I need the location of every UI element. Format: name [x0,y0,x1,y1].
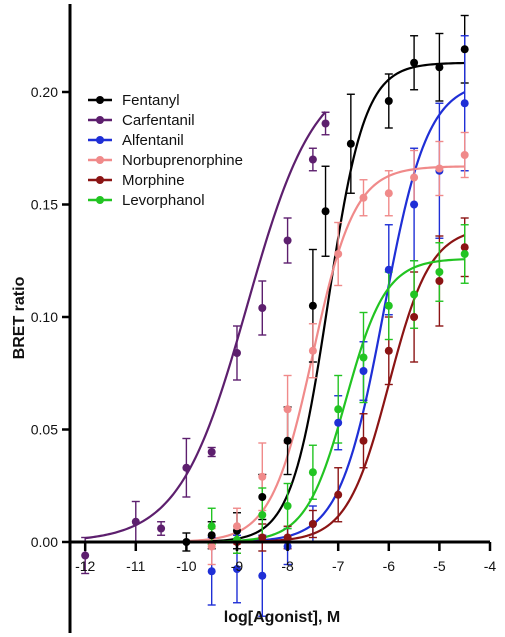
data-point-fentanyl [435,63,444,72]
legend-swatch-dot [96,96,104,104]
y-axis-title: BRET ratio [11,276,28,359]
x-ticks: -12 -11 -10 -9 -8 -7 -6 -5 -4 [75,542,496,574]
x-tick-label: -8 [281,558,294,574]
x-tick-label: -5 [433,558,446,574]
data-point-carfentanil [321,119,330,128]
axes [68,4,490,633]
y-tick-label: 0.00 [31,534,58,550]
data-point-norbuprenorphine [410,173,419,182]
data-point-carfentanil [308,155,317,164]
x-axis-title: log[Agonist], M [224,609,340,626]
x-tick-label: -6 [383,558,396,574]
data-point-morphine [359,436,368,445]
data-point-fentanyl [460,45,469,54]
legend: Fentanyl Carfentanil Alfentanil Norbuprenor… [88,92,243,209]
fit-curve-carfentanil [85,111,327,540]
legend-label: Carfentanil [122,112,195,129]
data-point-norbuprenorphine [435,164,444,173]
data-point-carfentanil [207,448,216,456]
data-point-fentanyl [308,301,317,310]
fit-curve-norbuprenorphine [186,165,465,543]
data-point-norbuprenorphine [258,472,267,481]
data-point-carfentanil [81,551,90,560]
data-point-morphine [308,520,317,528]
data-point-levorphanol [308,468,317,477]
legend-swatch-dot [96,176,104,184]
data-point-levorphanol [334,405,343,414]
y-tick-label: 0.10 [31,309,58,325]
data-point-carfentanil [258,304,267,312]
data-point-fentanyl [321,207,330,216]
data-point-morphine [410,313,419,321]
legend-label: Norbuprenorphine [122,152,243,169]
data-point-fentanyl [384,97,393,105]
legend-label: Levorphanol [122,192,205,209]
x-tick-label: -4 [484,558,497,574]
data-point-carfentanil [157,524,166,533]
data-point-levorphanol [460,250,469,258]
legend-swatch-dot [96,116,104,124]
data-point-alfentanil [460,99,469,108]
y-tick-label: 0.05 [31,422,58,438]
legend-label: Fentanyl [122,92,180,109]
data-point-levorphanol [410,290,419,299]
data-point-norbuprenorphine [334,250,343,258]
data-point-fentanyl [410,58,419,67]
data-point-alfentanil [232,565,241,573]
data-point-alfentanil [207,567,216,576]
data-point-morphine [258,533,267,542]
data-point-norbuprenorphine [384,189,393,198]
data-point-norbuprenorphine [232,522,241,531]
data-point-alfentanil [359,367,368,375]
fit-curve-morphine [186,234,466,544]
x-tick-label: -10 [176,558,196,574]
data-point-carfentanil [182,463,191,472]
y-tick-label: 0.15 [31,197,58,213]
data-point-fentanyl [207,531,216,540]
data-point-alfentanil [410,200,419,209]
data-point-alfentanil [334,418,343,427]
y-tick-label: 0.20 [31,84,58,100]
data-point-norbuprenorphine [283,405,292,414]
data-point-norbuprenorphine [207,542,216,551]
x-tick-label: -11 [126,558,145,574]
data-point-morphine [334,490,343,499]
data-point-morphine [460,243,469,252]
data-point-levorphanol [384,301,393,310]
data-point-levorphanol [359,353,368,362]
data-point-levorphanol [283,502,292,510]
data-point-carfentanil [131,517,140,526]
legend-label: Morphine [122,172,185,189]
data-point-carfentanil [283,236,292,245]
data-point-alfentanil [258,571,267,580]
data-point-norbuprenorphine [308,346,317,355]
data-point-levorphanol [207,522,216,531]
x-tick-label: -12 [75,558,95,574]
data-point-fentanyl [258,493,267,501]
legend-swatch-dot [96,136,104,144]
fit-curve-fentanyl [186,61,465,543]
data-point-levorphanol [258,511,267,519]
legend-swatch-dot [96,196,104,204]
x-tick-label: -7 [332,558,345,574]
data-point-carfentanil [232,349,241,357]
data-point-norbuprenorphine [359,193,368,202]
data-point-fentanyl [283,436,292,445]
x-tick-label: -9 [231,558,244,574]
y-ticks: 0.00 0.05 0.10 0.15 0.20 [31,84,70,550]
data-point-levorphanol [435,268,444,276]
legend-swatch-dot [96,156,104,164]
legend-label: Alfentanil [122,132,184,149]
data-point-alfentanil [384,265,393,274]
data-point-norbuprenorphine [460,151,469,159]
data-point-morphine [283,533,292,542]
data-point-morphine [384,346,393,355]
data-points [81,45,469,580]
data-point-fentanyl [346,139,355,148]
data-point-morphine [435,277,444,285]
